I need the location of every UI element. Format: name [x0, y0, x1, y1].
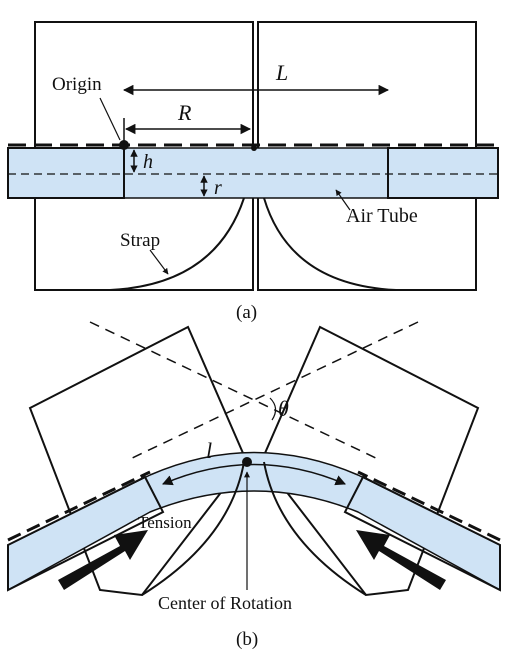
l-arc-arrow: [162, 463, 346, 486]
label-l: l: [206, 438, 212, 463]
dashed-extension-a: [89, 321, 381, 461]
label-L: L: [275, 60, 288, 85]
air-tube: [8, 148, 498, 198]
label-h: h: [143, 151, 153, 173]
label-origin: Origin: [52, 74, 102, 95]
right-tube-clamp: [387, 147, 499, 199]
label-strap: Strap: [120, 230, 160, 251]
label-tension: Tension: [138, 513, 192, 532]
figure-a: Origin L R h r Strap Air Tube (a): [7, 21, 499, 323]
tension-arrow-left: [58, 530, 148, 590]
dashed-line-right: [357, 470, 501, 542]
contact-point: [251, 145, 257, 151]
label-theta: θ: [278, 396, 289, 421]
center-point: [242, 457, 252, 467]
dashed-line-left: [7, 470, 151, 542]
label-air-tube: Air Tube: [346, 205, 418, 227]
theta-arc: [269, 397, 277, 421]
left-tube-clamp: [7, 147, 125, 199]
strap-right-curve: [263, 197, 397, 291]
left-clamp-b: [7, 475, 165, 592]
caption-a: (a): [236, 302, 257, 323]
figure-b: θ l Tension Center of Rotation (b): [7, 321, 501, 650]
label-center-of-rotation: Center of Rotation: [158, 593, 292, 613]
air-tube-leader: [335, 189, 351, 211]
tension-arrow-right: [356, 530, 446, 590]
right-clamp-b: [343, 475, 501, 592]
right-rotated-block: [260, 325, 480, 597]
dashed-extension-b: [127, 321, 419, 461]
caption-b: (b): [236, 629, 258, 650]
origin-leader: [99, 97, 121, 141]
left-rotated-block: [28, 325, 248, 597]
strap-leader: [149, 249, 169, 275]
label-R: R: [177, 100, 192, 125]
strap-left-curve: [109, 197, 245, 291]
label-r: r: [214, 177, 222, 199]
